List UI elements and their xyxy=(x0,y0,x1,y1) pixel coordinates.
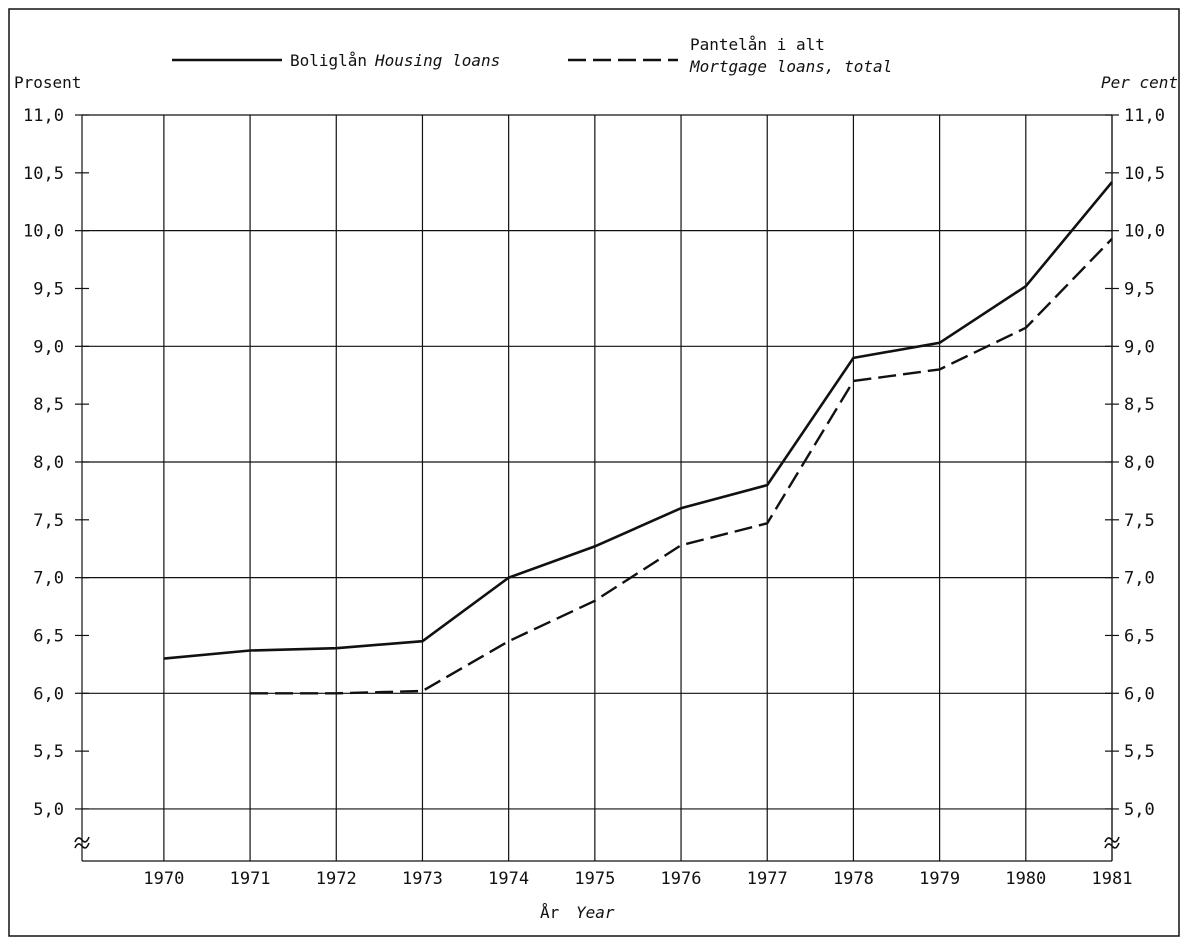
y-tick-label-left-8,5: 8,5 xyxy=(33,395,64,415)
y-tick-label-right-9,0: 9,0 xyxy=(1124,337,1155,357)
y-tick-label-left-10,5: 10,5 xyxy=(23,164,64,184)
legend-label-housing-loans: Boliglån xyxy=(290,51,367,70)
y-tick-label-left-5,0: 5,0 xyxy=(33,800,64,820)
x-tick-label-1973: 1973 xyxy=(402,869,443,889)
y-axis-title-right: Per cent xyxy=(1101,73,1178,92)
x-tick-label-1976: 1976 xyxy=(661,869,702,889)
y-tick-label-right-6,5: 6,5 xyxy=(1124,626,1155,646)
y-axis-title-left: Prosent xyxy=(14,73,81,92)
x-tick-label-1978: 1978 xyxy=(833,869,874,889)
x-tick-labels: 1970 1971 1972 1973 1974 1975 1976 1977 1978 1979… xyxy=(143,869,1132,889)
x-tick-label-1980: 1980 xyxy=(1005,869,1046,889)
y-tick-label-right-9,5: 9,5 xyxy=(1124,279,1155,299)
x-axis-title-en: Year xyxy=(576,903,615,922)
legend-label-mortgage-loans: Pantelån i alt xyxy=(690,35,825,54)
y-tick-label-left-9,5: 9,5 xyxy=(33,279,64,299)
x-tick-label-1972: 1972 xyxy=(316,869,357,889)
y-tick-label-right-8,5: 8,5 xyxy=(1124,395,1155,415)
x-tick-label-1981: 1981 xyxy=(1092,869,1133,889)
legend-label-mortgage-loans-en: Mortgage loans, total xyxy=(689,57,892,76)
axis-break-right xyxy=(1104,836,1120,849)
x-tick-label-1979: 1979 xyxy=(919,869,960,889)
series-line-housing-loans xyxy=(163,181,1114,660)
x-axis-title-no: År xyxy=(540,903,560,922)
x-tick-label-1977: 1977 xyxy=(747,869,788,889)
x-axis-title: År Year xyxy=(540,903,615,922)
legend-label-housing-loans-en: Housing loans xyxy=(374,51,500,70)
y-tick-label-right-8,0: 8,0 xyxy=(1124,453,1155,473)
y-tick-label-left-10,0: 10,0 xyxy=(23,222,64,242)
y-tick-label-right-10,0: 10,0 xyxy=(1124,222,1165,242)
y-tick-labels-right: 5,0 5,5 6,0 6,5 7,0 7,5 8,0 8,5 9,0 9,5 10,0 10,5 11… xyxy=(1124,106,1165,820)
y-tick-labels-left: 5,0 5,5 6,0 6,5 7,0 7,5 8,0 8,5 9,0 9,5 10,0 10,5 11… xyxy=(23,106,64,820)
y-tick-label-left-11,0: 11,0 xyxy=(23,106,64,126)
y-tick-label-left-8,0: 8,0 xyxy=(33,453,64,473)
chart-frame xyxy=(8,8,1180,937)
y-tick-label-right-10,5: 10,5 xyxy=(1124,164,1165,184)
y-tick-label-left-6,5: 6,5 xyxy=(33,626,64,646)
y-tick-label-left-9,0: 9,0 xyxy=(33,337,64,357)
axes xyxy=(74,114,1120,862)
y-tick-label-left-7,0: 7,0 xyxy=(33,569,64,589)
y-tick-label-right-7,0: 7,0 xyxy=(1124,569,1155,589)
y-tick-label-left-5,5: 5,5 xyxy=(33,742,64,762)
y-tick-label-right-11,0: 11,0 xyxy=(1124,106,1165,126)
x-tick-label-1974: 1974 xyxy=(488,869,529,889)
y-tick-label-left-6,0: 6,0 xyxy=(33,684,64,704)
x-tick-label-1971: 1971 xyxy=(230,869,271,889)
y-tick-label-right-5,5: 5,5 xyxy=(1124,742,1155,762)
series xyxy=(163,181,1114,695)
y-tick-label-right-6,0: 6,0 xyxy=(1124,684,1155,704)
axis-break-left xyxy=(74,836,90,849)
legend: Boliglån Housing loans Pantelån i alt Mo… xyxy=(172,35,892,76)
y-tick-label-left-7,5: 7,5 xyxy=(33,511,64,531)
y-tick-label-right-5,0: 5,0 xyxy=(1124,800,1155,820)
y-tick-label-right-7,5: 7,5 xyxy=(1124,511,1155,531)
x-tick-label-1970: 1970 xyxy=(143,869,184,889)
x-tick-label-1975: 1975 xyxy=(574,869,615,889)
grid xyxy=(82,115,1113,861)
